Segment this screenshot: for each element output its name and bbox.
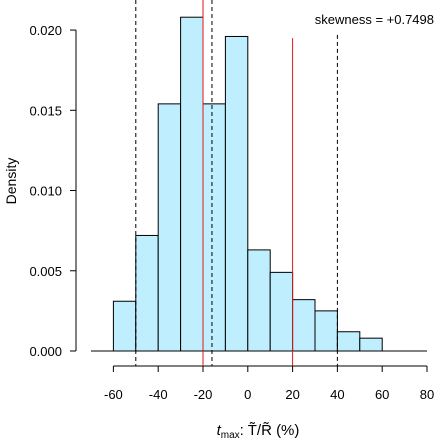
histogram-bar xyxy=(202,103,226,352)
x-ticks: -60 -40 -20 0 20 40 60 80 xyxy=(104,366,434,402)
x-tick-label: -60 xyxy=(104,387,123,402)
x-axis-label-main: t xyxy=(217,422,222,439)
x-tick-label: 20 xyxy=(285,387,299,402)
histogram-bar xyxy=(336,331,361,352)
y-axis-label: Density xyxy=(3,158,19,205)
x-axis-label-rest: : T̃/R̃ (%) xyxy=(240,422,300,439)
x-tick-label: 0 xyxy=(244,387,251,402)
y-tick-label: 0.005 xyxy=(29,264,62,279)
x-tick-label: 80 xyxy=(420,387,434,402)
x-tick-label: -20 xyxy=(194,387,213,402)
axes: -60 -40 -20 0 20 40 60 80 0.0000.0050.0100.0150… xyxy=(29,23,434,402)
y-tick-label: 0.000 xyxy=(29,344,62,359)
x-tick-label: 40 xyxy=(330,387,344,402)
x-tick-label: 60 xyxy=(375,387,389,402)
histogram-bar xyxy=(359,337,383,352)
histogram-bar xyxy=(112,300,137,352)
histogram-bars xyxy=(91,16,427,352)
x-axis-label-sub: max xyxy=(221,430,240,441)
histogram-bar xyxy=(157,103,182,352)
y-tick-label: 0.015 xyxy=(29,103,62,118)
histogram-bar xyxy=(314,310,338,352)
x-tick-label: -40 xyxy=(149,387,168,402)
histogram-bar xyxy=(292,299,316,352)
histogram-bar xyxy=(247,249,271,352)
skewness-annotation: skewness = +0.7498 xyxy=(315,12,434,27)
histogram-bar xyxy=(224,35,249,352)
reference-lines xyxy=(135,0,338,366)
y-tick-label: 0.010 xyxy=(29,184,62,199)
histogram-bar xyxy=(180,16,204,352)
y-tick-label: 0.020 xyxy=(29,23,62,38)
x-axis-label: tmax: T̃/R̃ (%) xyxy=(217,422,300,441)
histogram-bar xyxy=(135,234,159,352)
y-ticks: 0.000 0.005 0.010 0.015 0.020 xyxy=(29,23,76,359)
histogram-bar xyxy=(269,271,294,352)
